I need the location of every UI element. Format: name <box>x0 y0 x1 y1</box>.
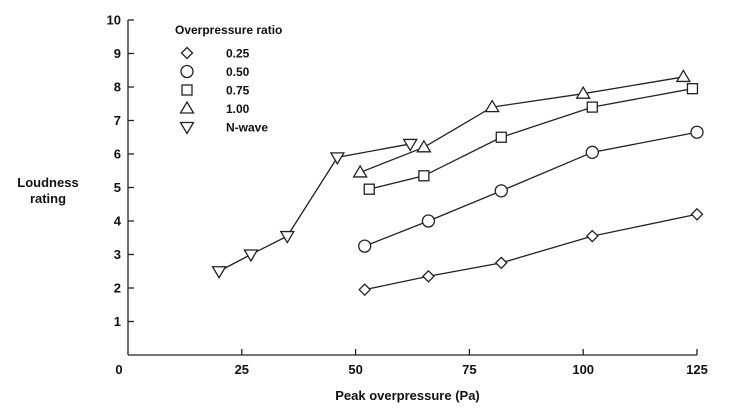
series-1.00 <box>352 69 691 178</box>
data-point-triangle-up <box>416 139 432 153</box>
data-point-square <box>686 83 699 95</box>
y-tick-label: 2 <box>114 281 121 296</box>
data-point-circle <box>585 145 599 159</box>
series-N-wave <box>211 138 418 280</box>
data-point-diamond <box>690 207 704 221</box>
data-point-triangle-up <box>352 164 368 178</box>
axes <box>127 20 697 356</box>
data-point-triangle-down <box>329 152 346 166</box>
y-tick-label: 9 <box>114 46 121 61</box>
legend-marker-triangle-up <box>179 100 195 114</box>
data-point-circle <box>421 214 436 228</box>
data-point-triangle-up <box>484 99 500 113</box>
series-0.75 <box>363 83 699 195</box>
y-axis-label-line-1: Loudness <box>17 175 78 190</box>
data-point-triangle-up <box>675 69 691 83</box>
x-axis-label: Peak overpressure (Pa) <box>335 388 480 403</box>
data-point-circle <box>690 125 704 139</box>
legend-entry-label: 0.75 <box>226 84 250 98</box>
legend-entry-label: N-wave <box>226 121 268 135</box>
legend-entry-label: 1.00 <box>226 102 250 116</box>
data-point-square <box>495 131 507 143</box>
series-0.50 <box>358 125 704 253</box>
series-line <box>364 213 698 291</box>
series-layer <box>211 69 704 297</box>
series-line <box>359 76 684 174</box>
data-point-triangle-down <box>279 230 295 244</box>
series-line <box>364 131 698 247</box>
y-tick-label: 8 <box>114 80 121 95</box>
y-tick-label: 10 <box>107 13 121 28</box>
y-ticks: 1 2 3 4 5 6 7 8 9 10 <box>107 13 134 329</box>
x-tick-label: 75 <box>462 362 476 377</box>
legend-marker-square <box>181 84 193 96</box>
legend-marker-triangle-down <box>179 121 195 135</box>
y-tick-label: 7 <box>114 113 121 128</box>
y-tick-label: 1 <box>114 314 121 329</box>
y-tick-label: 5 <box>114 180 121 195</box>
series-0.25 <box>358 207 704 297</box>
data-point-diamond <box>358 283 372 297</box>
data-point-circle <box>358 239 372 253</box>
data-point-triangle-down <box>243 249 259 263</box>
x-tick-label: 125 <box>686 362 708 377</box>
legend-entry-label: 0.25 <box>226 47 250 61</box>
data-point-triangle-down <box>211 266 227 280</box>
data-point-diamond <box>494 256 508 270</box>
x-tick-label: 100 <box>572 362 594 377</box>
x-tick-label: 25 <box>235 362 249 377</box>
legend-title: Overpressure ratio <box>175 23 282 37</box>
data-point-triangle-up <box>575 85 591 99</box>
data-point-square <box>586 101 598 113</box>
legend: Overpressure ratio 0.25 0.50 0.75 1.00 N-wav… <box>175 23 282 135</box>
data-point-square <box>363 183 375 195</box>
legend-entry-label: 0.50 <box>226 65 250 79</box>
legend-marker-diamond <box>180 46 194 60</box>
data-point-square <box>418 170 430 182</box>
x-tick-label: 0 <box>115 362 122 377</box>
x-tick-label: 50 <box>348 362 362 377</box>
data-point-diamond <box>585 229 599 243</box>
data-point-triangle-down <box>402 138 418 152</box>
y-tick-label: 3 <box>114 247 121 262</box>
x-ticks: 0 25 50 75 100 125 <box>115 349 708 377</box>
data-point-diamond <box>422 269 435 283</box>
legend-marker-circle <box>180 64 194 79</box>
y-tick-label: 4 <box>114 214 122 229</box>
data-point-circle <box>494 184 508 198</box>
y-axis-label-line-2: rating <box>30 191 66 206</box>
y-tick-label: 6 <box>114 147 121 162</box>
